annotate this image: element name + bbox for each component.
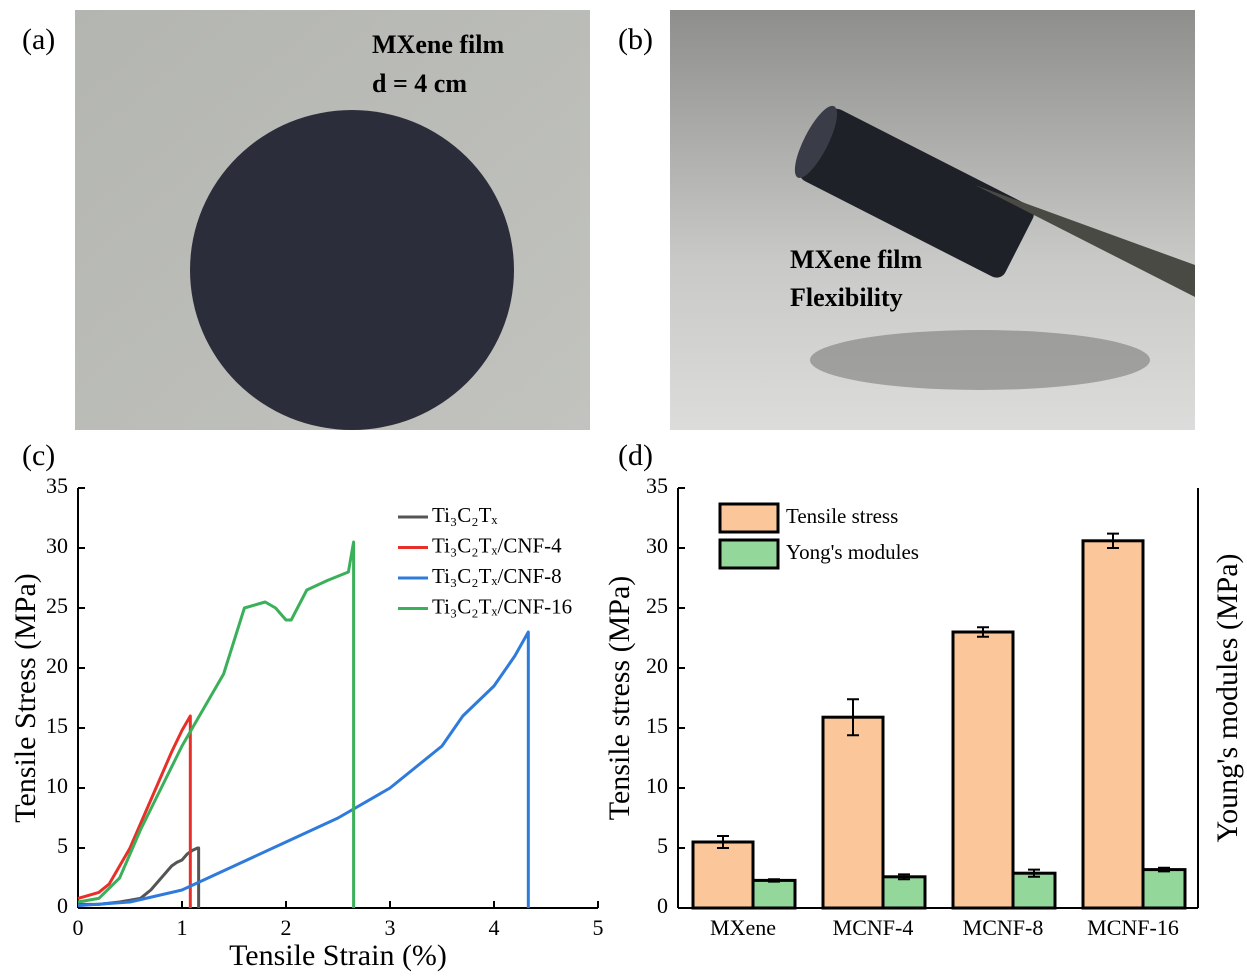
line bbox=[78, 716, 190, 908]
y-tick-label: 0 bbox=[657, 893, 668, 918]
legend-label: Ti₃C₂Tₓ/CNF-16 bbox=[432, 594, 572, 618]
y-tick-label: 15 bbox=[46, 713, 68, 738]
bar bbox=[1143, 870, 1185, 908]
legend-label: Yong's modules bbox=[786, 540, 919, 564]
x-tick-label: 4 bbox=[489, 915, 500, 940]
bar bbox=[693, 842, 753, 908]
line bbox=[78, 542, 354, 908]
x-tick-label: MXene bbox=[710, 915, 776, 940]
panel-label: (d) bbox=[618, 439, 653, 472]
bar bbox=[1013, 873, 1055, 908]
x-tick-label: 1 bbox=[177, 915, 188, 940]
photo-text: MXene film bbox=[372, 30, 504, 59]
x-tick-label: MCNF-8 bbox=[963, 915, 1044, 940]
mxene-disc bbox=[190, 110, 514, 430]
y2-axis-title: Young's modules (MPa) bbox=[1211, 553, 1244, 842]
photo-text: MXene film bbox=[790, 245, 922, 274]
photo-text: Flexibility bbox=[790, 283, 903, 312]
bar bbox=[883, 877, 925, 908]
bar bbox=[823, 717, 883, 908]
y-tick-label: 20 bbox=[46, 653, 68, 678]
y-tick-label: 15 bbox=[646, 713, 668, 738]
legend-label: Ti₃C₂Tₓ bbox=[432, 503, 498, 527]
y-tick-label: 20 bbox=[646, 653, 668, 678]
legend-swatch bbox=[720, 540, 778, 568]
legend-label: Ti₃C₂Tₓ/CNF-8 bbox=[432, 564, 562, 588]
x-tick-label: 2 bbox=[281, 915, 292, 940]
x-tick-label: MCNF-16 bbox=[1087, 915, 1179, 940]
y-axis-title: Tensile stress (MPa) bbox=[603, 576, 636, 821]
shadow bbox=[810, 330, 1150, 390]
x-tick-label: 5 bbox=[593, 915, 604, 940]
bar bbox=[753, 880, 795, 908]
panel-label: (b) bbox=[618, 23, 653, 56]
legend-label: Ti₃C₂Tₓ/CNF-4 bbox=[432, 533, 562, 557]
y-tick-label: 25 bbox=[646, 593, 668, 618]
photo-text: d = 4 cm bbox=[372, 69, 467, 98]
y-tick-label: 25 bbox=[46, 593, 68, 618]
x-tick-label: 3 bbox=[385, 915, 396, 940]
x-tick-label: MCNF-4 bbox=[833, 915, 914, 940]
bar bbox=[953, 632, 1013, 908]
y-tick-label: 10 bbox=[46, 773, 68, 798]
panel-label: (c) bbox=[22, 439, 55, 472]
x-tick-label: 0 bbox=[73, 915, 84, 940]
bar bbox=[1083, 541, 1143, 908]
panel-label: (a) bbox=[22, 23, 55, 56]
x-axis-title: Tensile Strain (%) bbox=[229, 939, 447, 972]
y-tick-label: 10 bbox=[646, 773, 668, 798]
y-tick-label: 30 bbox=[46, 533, 68, 558]
y-tick-label: 35 bbox=[646, 473, 668, 498]
line bbox=[78, 632, 528, 908]
y-tick-label: 0 bbox=[57, 893, 68, 918]
figure: (a) MXene film d = 4 cm (b) MXene film F… bbox=[0, 0, 1247, 976]
y-tick-label: 35 bbox=[46, 473, 68, 498]
legend-label: Tensile stress bbox=[786, 504, 898, 528]
y-axis-title: Tensile Stress (MPa) bbox=[9, 573, 42, 823]
y-tick-label: 30 bbox=[646, 533, 668, 558]
legend-swatch bbox=[720, 504, 778, 532]
y-tick-label: 5 bbox=[657, 833, 668, 858]
y-tick-label: 5 bbox=[57, 833, 68, 858]
